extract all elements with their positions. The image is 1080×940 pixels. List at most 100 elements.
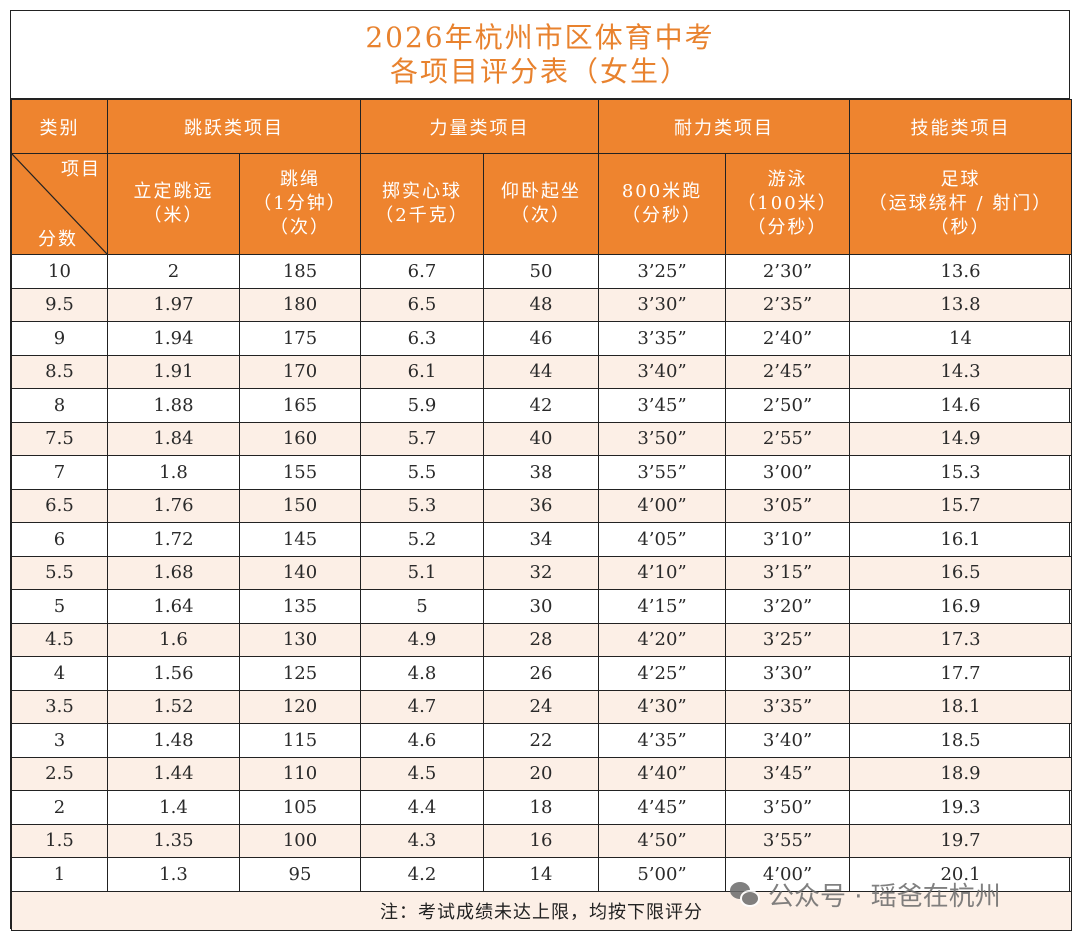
table-row: 9.5 1.97 180 6.5 48 3’30” 2’35” 13.8	[11, 287, 1072, 322]
value-cell: 1.68	[107, 555, 240, 590]
score-cell: 4.5	[11, 622, 108, 657]
value-cell: 28	[483, 622, 599, 657]
value-cell: 120	[239, 689, 361, 724]
value-cell: 135	[239, 589, 361, 624]
table-row: 8 1.88 165 5.9 42 3’45” 2’50” 14.6	[11, 388, 1072, 423]
watermark: 公众号 · 瑶爸在杭州	[730, 876, 1001, 913]
value-cell: 140	[239, 555, 361, 590]
table-row: 5.5 1.68 140 5.1 32 4’10” 3’15” 16.5	[11, 555, 1072, 590]
value-cell: 4’05”	[598, 522, 726, 557]
table-row: 3 1.48 115 4.6 22 4’35” 3’40” 18.5	[11, 723, 1072, 758]
value-cell: 1.35	[107, 823, 240, 858]
value-cell: 175	[239, 321, 361, 356]
note-row: 注：考试成绩未达上限，均按下限评分	[11, 890, 1072, 931]
value-cell: 180	[239, 287, 361, 322]
value-cell: 5.2	[360, 522, 484, 557]
value-cell: 1.91	[107, 354, 240, 389]
value-cell: 4’00”	[598, 488, 726, 523]
table-row: 2 1.4 105 4.4 18 4’45” 3’50” 19.3	[11, 790, 1072, 825]
value-cell: 3’25”	[598, 254, 726, 289]
table-row: 1.5 1.35 100 4.3 16 4’50” 3’55” 19.7	[11, 823, 1072, 858]
value-cell: 17.7	[849, 656, 1072, 691]
value-cell: 14	[849, 321, 1072, 356]
value-cell: 6.3	[360, 321, 484, 356]
value-cell: 3’45”	[598, 388, 726, 423]
table-row: 2.5 1.44 110 4.5 20 4’40” 3’45” 18.9	[11, 756, 1072, 791]
score-rows: 10 2 185 6.7 50 3’25” 2’30” 13.6 9.5 1.97 180 6.5 48…	[11, 254, 1072, 892]
value-cell: 50	[483, 254, 599, 289]
value-cell: 18.9	[849, 756, 1072, 791]
item-rope-skipping: 跳绳 （1分钟） （次）	[239, 153, 361, 255]
score-cell: 3	[11, 723, 108, 758]
score-cell: 7	[11, 455, 108, 490]
value-cell: 1.76	[107, 488, 240, 523]
value-cell: 4.6	[360, 723, 484, 758]
value-cell: 36	[483, 488, 599, 523]
table-title: 2026年杭州市区体育中考 各项目评分表（女生）	[11, 11, 1069, 99]
value-cell: 1.3	[107, 857, 240, 892]
diag-score-label: 分数	[38, 229, 78, 250]
value-cell: 4.9	[360, 622, 484, 657]
score-cell: 10	[11, 254, 108, 289]
score-cell: 5	[11, 589, 108, 624]
item-shot-put: 掷实心球 （2千克）	[360, 153, 484, 255]
value-cell: 18.5	[849, 723, 1072, 758]
value-cell: 20.1	[849, 857, 1072, 892]
value-cell: 3’05”	[725, 488, 850, 523]
table-row: 5 1.64 135 5 30 4’15” 3’20” 16.9	[11, 589, 1072, 624]
value-cell: 44	[483, 354, 599, 389]
value-cell: 3’40”	[725, 723, 850, 758]
item-football: 足球 （运球绕杆 / 射门） （秒）	[849, 153, 1072, 255]
score-cell: 5.5	[11, 555, 108, 590]
value-cell: 1.8	[107, 455, 240, 490]
diagonal-line-icon	[12, 154, 107, 254]
diagonal-header-cell: 项目 分数	[11, 153, 108, 255]
value-cell: 5’00”	[598, 857, 726, 892]
value-cell: 1.4	[107, 790, 240, 825]
value-cell: 3’40”	[598, 354, 726, 389]
title-line-2: 各项目评分表（女生）	[389, 54, 690, 88]
value-cell: 40	[483, 421, 599, 456]
value-cell: 100	[239, 823, 361, 858]
value-cell: 1.84	[107, 421, 240, 456]
value-cell: 42	[483, 388, 599, 423]
value-cell: 2’55”	[725, 421, 850, 456]
value-cell: 24	[483, 689, 599, 724]
value-cell: 170	[239, 354, 361, 389]
value-cell: 2	[107, 254, 240, 289]
value-cell: 3’35”	[725, 689, 850, 724]
value-cell: 3’20”	[725, 589, 850, 624]
value-cell: 3’10”	[725, 522, 850, 557]
value-cell: 2’50”	[725, 388, 850, 423]
value-cell: 4.5	[360, 756, 484, 791]
table-row: 9 1.94 175 6.3 46 3’35” 2’40” 14	[11, 321, 1072, 356]
category-label: 类别	[11, 99, 108, 154]
group-skill: 技能类项目	[849, 99, 1072, 154]
value-cell: 16.5	[849, 555, 1072, 590]
value-cell: 19.3	[849, 790, 1072, 825]
value-cell: 185	[239, 254, 361, 289]
note-text: 注：考试成绩未达上限，均按下限评分	[11, 890, 1072, 931]
value-cell: 14.3	[849, 354, 1072, 389]
value-cell: 4’50”	[598, 823, 726, 858]
value-cell: 1.52	[107, 689, 240, 724]
item-standing-long-jump: 立定跳远 （米）	[107, 153, 240, 255]
value-cell: 4.7	[360, 689, 484, 724]
item-sit-ups: 仰卧起坐 （次）	[483, 153, 599, 255]
score-cell: 1.5	[11, 823, 108, 858]
value-cell: 4’30”	[598, 689, 726, 724]
value-cell: 1.48	[107, 723, 240, 758]
value-cell: 2’30”	[725, 254, 850, 289]
value-cell: 1.94	[107, 321, 240, 356]
value-cell: 30	[483, 589, 599, 624]
value-cell: 4.3	[360, 823, 484, 858]
table-row: 4.5 1.6 130 4.9 28 4’20” 3’25” 17.3	[11, 622, 1072, 657]
value-cell: 4.4	[360, 790, 484, 825]
value-cell: 6.1	[360, 354, 484, 389]
score-cell: 2.5	[11, 756, 108, 791]
value-cell: 3’50”	[725, 790, 850, 825]
wechat-icon	[730, 881, 760, 908]
value-cell: 155	[239, 455, 361, 490]
value-cell: 105	[239, 790, 361, 825]
value-cell: 13.8	[849, 287, 1072, 322]
